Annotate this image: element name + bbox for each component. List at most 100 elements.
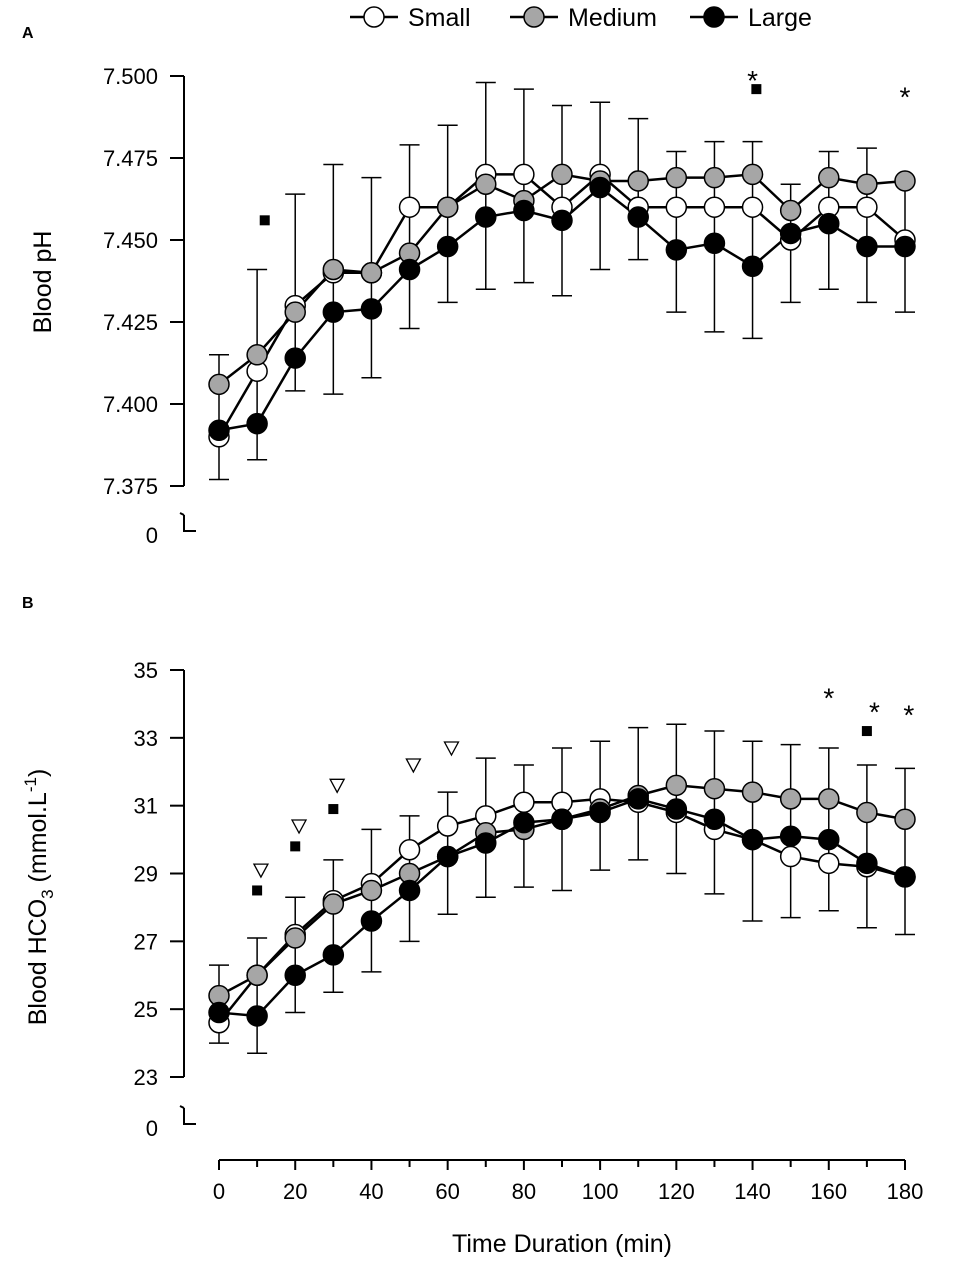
legend: Small Medium Large: [350, 4, 812, 32]
y-axis-title-b-sub: 3: [38, 889, 57, 898]
y-axis-title-b-close: ): [24, 769, 52, 777]
data-point-large-a: [551, 209, 573, 232]
data-point-large-b: [627, 788, 649, 810]
data-point-large-a: [398, 258, 421, 281]
data-point-large-b: [475, 832, 497, 854]
data-point-small-a: [398, 196, 421, 218]
data-point-medium-b: [665, 774, 688, 797]
y-tick-label-b: 35: [134, 658, 158, 683]
y-axis-break-b: [179, 1105, 196, 1125]
data-point-medium-a: [818, 166, 840, 189]
data-point-large-a: [741, 255, 764, 277]
data-point-medium-a: [703, 166, 726, 189]
x-tick-label: 180: [887, 1179, 924, 1204]
significance-star-a: *: [900, 81, 911, 112]
y-tick-label-b: 31: [134, 794, 158, 819]
significance-square-a: [259, 215, 270, 226]
data-point-large-a: [360, 298, 383, 320]
data-point-large-a: [894, 235, 916, 258]
y-break-label-a: 0: [146, 523, 158, 548]
y-tick-label-a: 7.425: [103, 310, 158, 335]
data-point-medium-a: [627, 170, 649, 192]
data-point-large-a: [475, 206, 497, 228]
data-point-small-a: [856, 196, 878, 218]
data-point-medium-a: [894, 170, 916, 192]
data-point-small-a: [703, 196, 726, 218]
data-point-medium-a: [322, 258, 345, 281]
data-point-medium-a: [856, 173, 878, 195]
data-point-large-b: [589, 801, 611, 824]
significance-triangle-b: [290, 819, 308, 835]
data-point-medium-a: [779, 199, 802, 222]
data-point-medium-b: [322, 893, 345, 915]
legend-label-medium: Medium: [568, 4, 657, 32]
data-point-large-b: [856, 852, 878, 875]
data-point-large-a: [436, 235, 459, 258]
data-point-small-a: [665, 196, 688, 218]
y-axis-title-b-main: Blood HCO: [24, 899, 52, 1025]
data-point-large-a: [627, 206, 649, 228]
significance-star-b: *: [823, 683, 834, 714]
data-point-medium-a: [360, 262, 383, 284]
x-axis-title: Time Duration (min): [452, 1230, 672, 1258]
data-point-medium-a: [551, 163, 573, 186]
x-tick-label: 100: [582, 1179, 619, 1204]
legend-marker-medium: [523, 6, 545, 28]
x-tick-label: 60: [435, 1179, 459, 1204]
significance-star-a: *: [747, 65, 758, 96]
significance-star-b: *: [869, 696, 880, 727]
panel-a: 0 7.375 7.400 7.425 7.450 7.475 7.500 * *: [103, 64, 916, 548]
y-break-label-b: 0: [146, 1116, 158, 1141]
data-point-large-a: [856, 235, 878, 258]
x-tick-label: 40: [359, 1179, 383, 1204]
legend-marker-large: [703, 6, 725, 28]
x-tick-label: 140: [734, 1179, 771, 1204]
significance-triangle-b: [443, 741, 460, 757]
data-point-small-b: [436, 815, 459, 837]
data-point-large-b: [894, 866, 916, 888]
data-point-large-b: [513, 811, 535, 834]
significance-triangle-b: [252, 863, 270, 879]
data-point-large-b: [246, 1005, 268, 1027]
data-point-large-b: [779, 825, 802, 847]
data-point-medium-a: [665, 166, 688, 189]
data-point-medium-b: [703, 777, 726, 800]
significance-triangle-b: [329, 778, 346, 794]
significance-square-b: [328, 804, 339, 815]
significance-square-b: [252, 885, 263, 896]
data-point-large-b: [741, 828, 764, 851]
y-tick-label-b: 33: [134, 726, 158, 751]
data-point-medium-a: [475, 173, 497, 195]
data-point-large-a: [246, 412, 268, 435]
data-point-medium-b: [246, 964, 268, 986]
y-tick-label-b: 25: [134, 997, 158, 1022]
data-point-medium-b: [818, 788, 840, 810]
data-point-small-b: [818, 852, 840, 875]
data-point-large-b: [360, 910, 383, 932]
x-tick-label: 20: [283, 1179, 307, 1204]
data-point-small-a: [741, 196, 764, 218]
data-point-medium-a: [284, 301, 306, 323]
legend-label-small: Small: [408, 4, 471, 32]
significance-square-b: [290, 841, 301, 852]
x-tick-label: 0: [213, 1179, 225, 1204]
y-tick-label-a: 7.375: [103, 474, 158, 499]
data-point-large-b: [322, 944, 345, 966]
data-point-large-a: [665, 239, 688, 261]
data-point-small-a: [513, 163, 535, 186]
data-point-medium-a: [741, 163, 764, 186]
significance-square-a: [751, 84, 762, 95]
data-point-small-b: [398, 839, 421, 861]
y-tick-label-b: 29: [134, 862, 158, 887]
panel-label-b: B: [22, 595, 34, 612]
data-point-large-b: [208, 1001, 230, 1024]
y-tick-label-a: 7.475: [103, 146, 158, 171]
data-point-large-b: [703, 808, 726, 830]
data-point-large-a: [818, 212, 840, 235]
data-point-medium-b: [741, 781, 764, 803]
x-tick-label: 80: [512, 1179, 536, 1204]
data-point-large-b: [551, 808, 573, 830]
data-point-large-b: [284, 964, 306, 986]
data-point-large-a: [779, 222, 802, 245]
